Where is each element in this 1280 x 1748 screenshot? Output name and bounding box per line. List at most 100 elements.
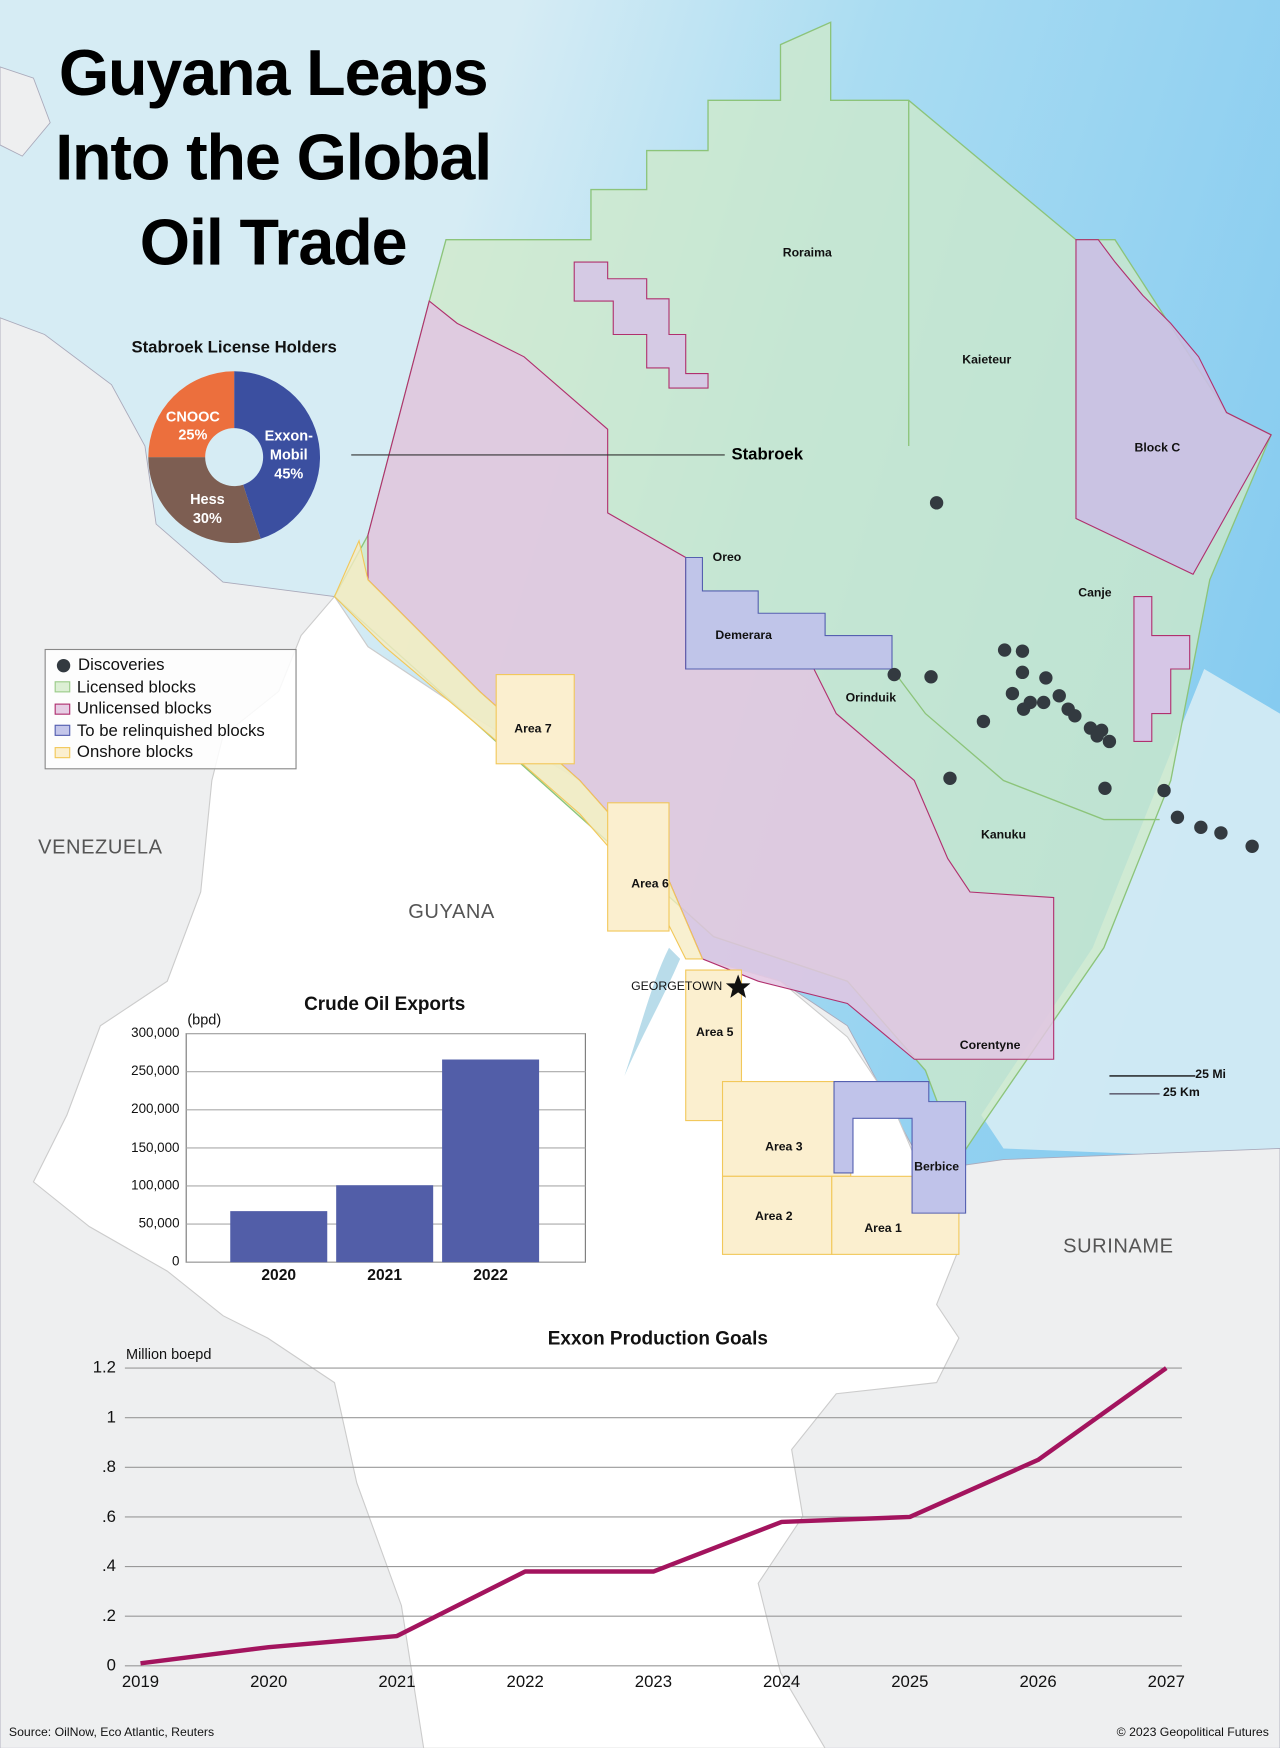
discovery-marker bbox=[997, 643, 1012, 657]
capital-star-icon bbox=[725, 974, 751, 998]
bar-chart-title: Crude Oil Exports bbox=[304, 993, 466, 1015]
discovery-marker bbox=[924, 670, 938, 684]
onshore-swatch-icon bbox=[54, 746, 71, 758]
licensed-swatch-icon bbox=[54, 681, 71, 693]
line-ytick-label: 0 bbox=[106, 1655, 116, 1675]
block-label-area6: Area 6 bbox=[631, 877, 669, 891]
bar-ytick-label: 150,000 bbox=[131, 1138, 180, 1155]
block-label-area7: Area 7 bbox=[514, 722, 552, 736]
line-ytick-label: 1 bbox=[106, 1407, 116, 1427]
block-area3 bbox=[721, 1080, 852, 1177]
discovery-marker bbox=[1052, 689, 1066, 703]
block-label-corentyne: Corentyne bbox=[959, 1039, 1021, 1053]
country-label-guyana: GUYANA bbox=[408, 900, 495, 923]
block-label-demerara: Demerara bbox=[715, 628, 773, 643]
line-ytick-label: 1.2 bbox=[92, 1358, 116, 1378]
line-xtick-label: 2023 bbox=[634, 1672, 672, 1692]
legend-item-relinquished: To be relinquished blocks bbox=[54, 720, 287, 742]
line-chart bbox=[124, 1366, 1182, 1667]
copyright-note: © 2023 Geopolitical Futures bbox=[1116, 1726, 1269, 1740]
block-demerara bbox=[685, 556, 893, 670]
map-legend: Discoveries Licensed blocks Unlicensed b… bbox=[44, 648, 297, 770]
bar-xtick-label: 2020 bbox=[261, 1265, 297, 1284]
block-label-berbice: Berbice bbox=[914, 1160, 960, 1175]
line-xtick-label: 2021 bbox=[378, 1672, 416, 1692]
block-berbice bbox=[833, 1080, 967, 1214]
discovery-marker bbox=[1098, 781, 1112, 795]
scale-label-km: 25 Km bbox=[1162, 1086, 1200, 1100]
unlicensed-block-east bbox=[1133, 595, 1191, 743]
capital-label: GEORGETOWN bbox=[631, 980, 723, 994]
line-chart-ylabel: Million boepd bbox=[125, 1345, 212, 1363]
discovery-marker bbox=[1016, 702, 1031, 716]
block-label-kaieteur: Kaieteur bbox=[962, 353, 1012, 367]
line-ytick-label: .8 bbox=[102, 1457, 116, 1477]
discovery-marker bbox=[1102, 734, 1117, 749]
relinquished-swatch-icon bbox=[54, 725, 71, 737]
bar-ytick-label: 250,000 bbox=[131, 1062, 180, 1079]
bar-2021 bbox=[336, 1185, 434, 1263]
bar-ytick-label: 300,000 bbox=[131, 1024, 180, 1041]
line-xtick-label: 2020 bbox=[250, 1672, 288, 1692]
block-label-kanuku: Kanuku bbox=[981, 828, 1026, 842]
block-label-area3: Area 3 bbox=[765, 1140, 803, 1155]
block-label-oreo: Oreo bbox=[712, 550, 742, 565]
block-label-canje: Canje bbox=[1078, 586, 1112, 600]
discovery-marker bbox=[1039, 671, 1053, 685]
legend-item-onshore: Onshore blocks bbox=[54, 741, 287, 763]
legend-item-unlicensed: Unlicensed blocks bbox=[54, 698, 287, 720]
block-label-block-c: Block C bbox=[1134, 441, 1181, 455]
source-note: Source: OilNow, Eco Atlantic, Reuters bbox=[8, 1726, 215, 1740]
pie-chart bbox=[148, 371, 321, 544]
discovery-marker bbox=[887, 667, 901, 682]
line-xtick-label: 2022 bbox=[506, 1672, 544, 1692]
legend-item-discoveries: Discoveries bbox=[55, 655, 287, 677]
pie-label-exxon: Exxon- Mobil 45% bbox=[264, 427, 313, 482]
unlicensed-swatch-icon bbox=[54, 703, 71, 715]
bar-ytick-label: 100,000 bbox=[131, 1177, 180, 1193]
line-ytick-label: .6 bbox=[102, 1506, 116, 1526]
scale-label-miles: 25 Mi bbox=[1195, 1068, 1226, 1082]
bar-ytick-label: 0 bbox=[172, 1253, 180, 1269]
bar-xtick-label: 2022 bbox=[473, 1265, 508, 1284]
discovery-marker bbox=[1068, 709, 1082, 723]
block-label-area5: Area 5 bbox=[695, 1025, 734, 1040]
bar-ytick-label: 50,000 bbox=[138, 1215, 180, 1231]
line-chart-title: Exxon Production Goals bbox=[547, 1327, 768, 1350]
line-xtick-label: 2024 bbox=[763, 1672, 801, 1692]
title-line-3: Oil Trade bbox=[139, 206, 408, 279]
shelf-water bbox=[981, 669, 1280, 1160]
bar-chart-ylabel: (bpd) bbox=[187, 1011, 222, 1029]
discovery-marker bbox=[1090, 729, 1104, 743]
legend-item-licensed: Licensed blocks bbox=[54, 676, 287, 698]
block-label-roraima: Roraima bbox=[782, 246, 832, 260]
discovery-marker bbox=[1005, 686, 1020, 701]
country-label-suriname: SURINAME bbox=[1063, 1234, 1174, 1258]
block-area2 bbox=[721, 1175, 833, 1255]
title-line-2: Into the Global bbox=[55, 121, 492, 195]
discovery-dot-icon bbox=[56, 658, 71, 673]
pie-slice-hess bbox=[148, 457, 261, 544]
line-xtick-label: 2027 bbox=[1147, 1672, 1185, 1692]
unlicensed-block-north bbox=[573, 261, 709, 389]
discovery-marker bbox=[1015, 665, 1030, 680]
discovery-marker bbox=[1245, 839, 1259, 853]
bar-ytick-label: 200,000 bbox=[131, 1100, 180, 1117]
bar-xtick-label: 2021 bbox=[367, 1265, 403, 1284]
discoveries-layer bbox=[887, 496, 1259, 853]
river-essequibo bbox=[624, 947, 681, 1076]
discovery-marker bbox=[1157, 783, 1171, 798]
pie-title: Stabroek License Holders bbox=[131, 337, 337, 357]
discovery-marker bbox=[976, 714, 991, 729]
line-ytick-label: .2 bbox=[102, 1606, 116, 1626]
bar-2022 bbox=[442, 1059, 540, 1263]
pie-slice-exxon-mobil bbox=[234, 371, 321, 539]
block-label-area1: Area 1 bbox=[864, 1222, 902, 1236]
block-area6 bbox=[607, 802, 670, 932]
stabroek-label: Stabroek bbox=[731, 444, 804, 464]
block-area7 bbox=[495, 674, 575, 765]
discovery-marker bbox=[1170, 810, 1185, 824]
pie-label-cnooc: CNOOC 25% bbox=[165, 408, 220, 443]
